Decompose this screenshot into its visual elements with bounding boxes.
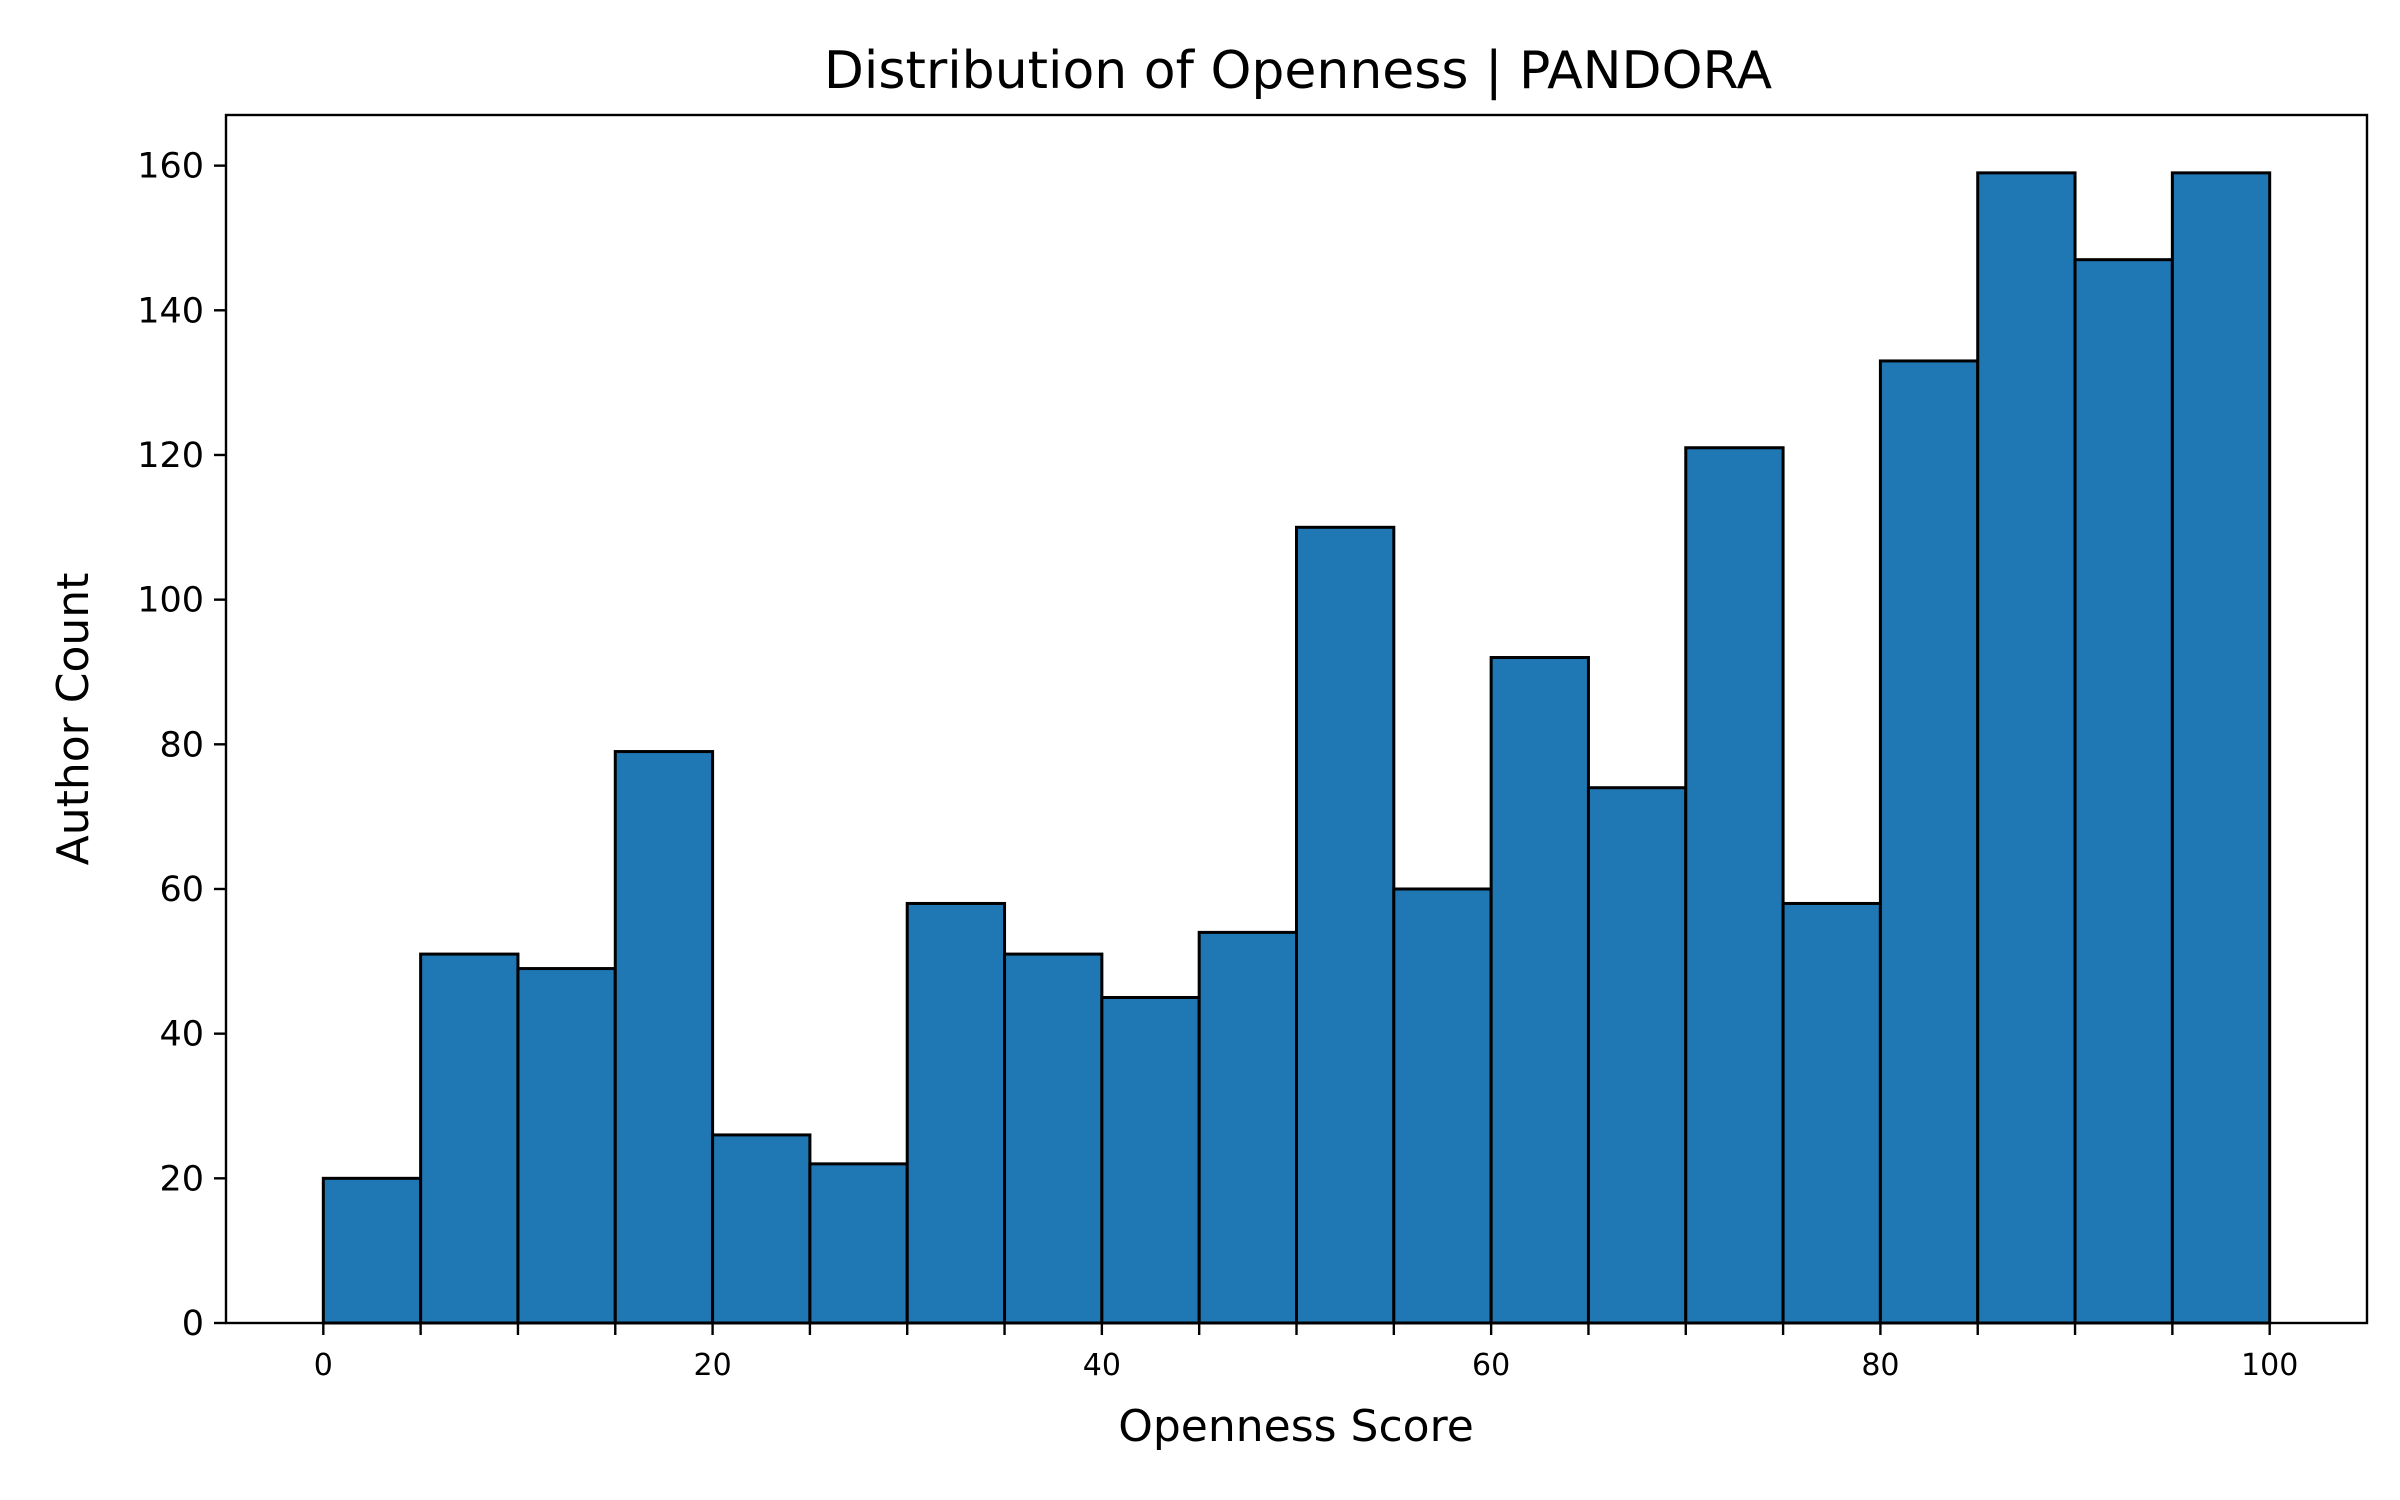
bar-45-50: [1197, 930, 1298, 1325]
x-axis-label: Openness Score: [1118, 1401, 1474, 1452]
y-tick-label-40: 40: [159, 1015, 204, 1055]
y-tick-label-80: 80: [159, 725, 204, 765]
bar-90-95: [2073, 258, 2174, 1325]
y-axis: 0 20 40 60 80 100 120 140 160: [137, 147, 226, 1344]
x-tick-label-60: 60: [1472, 1348, 1510, 1383]
y-tick-label-120: 120: [137, 436, 204, 476]
bar-25-30: [808, 1162, 909, 1325]
bar-15-20: [613, 750, 715, 1325]
bar-60-65: [1489, 656, 1590, 1325]
bar-35-40: [1003, 952, 1104, 1325]
bar-10-15: [516, 967, 617, 1325]
bar-0-5: [321, 1176, 423, 1325]
x-tick-label-40: 40: [1083, 1348, 1121, 1383]
bar-70-75: [1684, 446, 1785, 1325]
y-axis-label: Author Count: [48, 573, 99, 866]
bar-20-25: [711, 1133, 812, 1325]
bar-95-100: [2170, 171, 2272, 1325]
bar-30-35: [905, 901, 1007, 1325]
bar-75-80: [1781, 901, 1882, 1325]
bar-65-70: [1586, 786, 1688, 1325]
chart-title: Distribution of Openness | PANDORA: [824, 41, 1773, 101]
bar-85-90: [1976, 171, 2077, 1325]
bar-50-55: [1295, 525, 1396, 1325]
plot-frame: [224, 113, 2369, 1325]
x-tick-label-80: 80: [1861, 1348, 1899, 1383]
y-tick-label-20: 20: [159, 1159, 204, 1199]
x-axis: 0 20 40 60 80 100: [314, 1323, 2298, 1383]
x-tick-label-0: 0: [314, 1348, 333, 1383]
y-tick-label-160: 160: [137, 147, 204, 187]
y-tick-label-0: 0: [182, 1304, 204, 1344]
bar-80-85: [1878, 359, 1980, 1325]
y-tick-label-140: 140: [137, 291, 204, 331]
x-tick-label-100: 100: [2241, 1348, 2298, 1383]
y-tick-label-100: 100: [137, 581, 204, 621]
bars-group: [321, 171, 2272, 1325]
y-tick-label-60: 60: [159, 870, 204, 910]
bar-55-60: [1392, 887, 1493, 1325]
x-tick-label-20: 20: [693, 1348, 731, 1383]
bar-40-45: [1100, 995, 1201, 1325]
bar-5-10: [419, 952, 520, 1325]
